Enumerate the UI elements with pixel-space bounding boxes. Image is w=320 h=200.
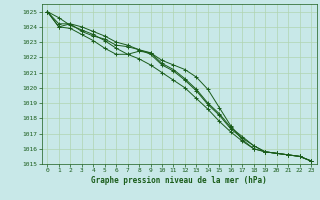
- X-axis label: Graphe pression niveau de la mer (hPa): Graphe pression niveau de la mer (hPa): [91, 176, 267, 185]
